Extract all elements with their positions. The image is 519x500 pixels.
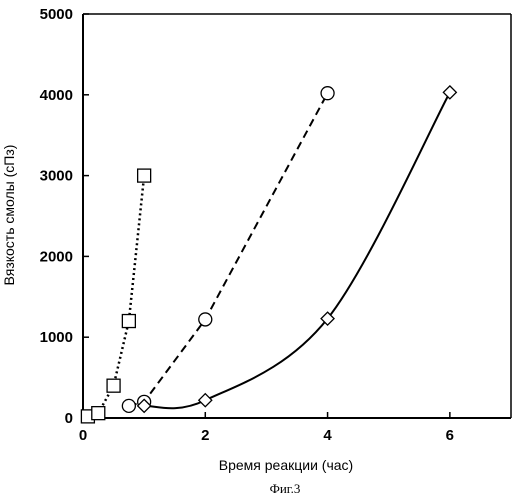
y-tick-label: 2000: [40, 248, 73, 265]
series-lines: [88, 92, 450, 416]
diamond-marker: [199, 394, 212, 407]
figure-caption: Фиг.3: [270, 481, 301, 496]
x-tick-label: 4: [323, 427, 332, 444]
axes: [83, 14, 511, 418]
square-marker: [92, 407, 105, 420]
square-marker: [122, 315, 135, 328]
ticks: 0 2 4 6 0 1000 2000 3000 4000 5000: [40, 6, 454, 444]
y-tick-label: 3000: [40, 168, 73, 185]
y-axis-title: Вязкость смолы (сПз): [1, 145, 17, 286]
diamond-marker: [443, 86, 456, 99]
x-tick-label: 2: [201, 427, 209, 444]
x-axis-title: Время реакции (час): [219, 457, 353, 473]
square-marker: [138, 169, 151, 182]
y-tick-label: 4000: [40, 87, 73, 104]
circle-marker: [122, 399, 135, 412]
y-tick-label: 0: [65, 410, 73, 427]
x-tick-label: 0: [79, 427, 87, 444]
series-diamond-line: [144, 92, 450, 408]
y-tick-label: 5000: [40, 6, 73, 23]
y-tick-label: 1000: [40, 329, 73, 346]
series-circle-line: [129, 93, 328, 406]
square-marker: [107, 379, 120, 392]
x-tick-label: 6: [446, 427, 454, 444]
markers: [81, 86, 456, 423]
circle-marker: [199, 313, 212, 326]
circle-marker: [321, 87, 334, 100]
